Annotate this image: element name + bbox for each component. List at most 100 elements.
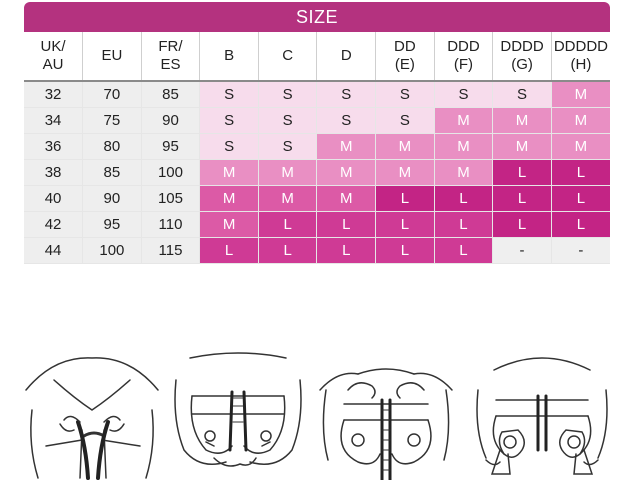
column-header-line: FR/ (158, 38, 183, 55)
size-chart: SIZE UK/AU EU FR/ES B C D DD (E) DDD (F) DDDD (G) DD… (24, 2, 610, 264)
size-title: SIZE (24, 2, 610, 32)
band-size-cell: 105 (141, 185, 201, 212)
band-size-cell: 38 (24, 159, 84, 186)
table-row: 38 85 100 M M M M M L L (24, 159, 610, 186)
size-cell: M (434, 133, 494, 160)
band-size-cell: 44 (24, 237, 84, 264)
band-size-cell: 100 (82, 237, 142, 264)
size-cell: L (375, 211, 435, 238)
column-header-line: DDDDD (553, 38, 608, 55)
size-cell: M (316, 159, 377, 186)
table-row: 34 75 90 S S S S M M M (24, 107, 610, 134)
band-size-cell: 115 (141, 237, 201, 264)
table-body: 32 70 85 S S S S S S M 34 75 90 S S S S M M M 36 80 95 S S M M M M M 3… (24, 81, 610, 264)
column-header-line: EU (101, 47, 123, 64)
table-row: 36 80 95 S S M M M M M (24, 133, 610, 160)
size-cell: L (551, 185, 610, 212)
column-header-line: DD (394, 38, 416, 55)
size-cell: S (375, 81, 435, 108)
size-cell: L (551, 159, 610, 186)
size-cell: M (258, 185, 318, 212)
band-size-cell: 36 (24, 133, 84, 160)
size-cell: M (434, 107, 494, 134)
size-cell: S (258, 107, 318, 134)
column-header-line: ES (160, 56, 181, 73)
band-size-cell: 95 (82, 211, 142, 238)
table-row: 42 95 110 M L L L L L L (24, 211, 610, 238)
size-cell: M (199, 211, 259, 238)
header-row: UK/AU EU FR/ES B C D DD (E) DDD (F) DDDD (G) DDDDD (H… (24, 32, 610, 82)
column-header-line: (G) (511, 56, 533, 73)
size-cell: L (375, 185, 435, 212)
size-table: UK/AU EU FR/ES B C D DD (E) DDD (F) DDDD (G) DDDDD (H… (24, 32, 610, 264)
column-header: DDDD (G) (492, 32, 552, 82)
bra-step-2-zip-icon (170, 350, 306, 480)
band-size-cell: 42 (24, 211, 84, 238)
size-cell: S (199, 107, 259, 134)
column-header-line: D (340, 47, 352, 64)
bra-step-1-fasten-icon (24, 350, 160, 480)
band-size-cell: 110 (141, 211, 201, 238)
column-header: DDDDD (H) (551, 32, 610, 82)
column-header-line: DDDD (500, 38, 544, 55)
size-cell: L (434, 185, 494, 212)
size-cell: M (316, 185, 377, 212)
column-header-line: DDD (447, 38, 480, 55)
size-cell: L (492, 185, 552, 212)
band-size-cell: 95 (141, 133, 201, 160)
column-header: EU (82, 32, 142, 82)
size-cell: L (434, 211, 494, 238)
column-header: C (258, 32, 318, 82)
size-cell: L (258, 237, 318, 264)
column-header: DDD (F) (434, 32, 494, 82)
column-header: FR/ES (141, 32, 201, 82)
column-header-line: (E) (394, 56, 415, 73)
size-cell: M (375, 159, 435, 186)
size-cell: L (375, 237, 435, 264)
table-row: 40 90 105 M M M L L L L (24, 185, 610, 212)
column-header-line: B (224, 47, 235, 64)
band-size-cell: 40 (24, 185, 84, 212)
size-cell: M (258, 159, 318, 186)
size-cell: L (434, 237, 494, 264)
band-size-cell: 70 (82, 81, 142, 108)
size-cell: S (316, 107, 377, 134)
size-cell: M (434, 159, 494, 186)
size-cell: - (551, 237, 610, 264)
size-cell: S (199, 81, 259, 108)
size-cell: L (258, 211, 318, 238)
table-row: 32 70 85 S S S S S S M (24, 81, 610, 108)
size-cell: L (316, 237, 377, 264)
size-cell: M (551, 107, 610, 134)
size-cell: M (551, 133, 610, 160)
column-header-line: (H) (570, 56, 592, 73)
size-cell: M (375, 133, 435, 160)
size-cell: M (492, 107, 552, 134)
band-size-cell: 80 (82, 133, 142, 160)
band-size-cell: 85 (141, 81, 201, 108)
bra-step-4-pump-icon (474, 350, 610, 480)
size-cell: S (199, 133, 259, 160)
size-cell: S (434, 81, 494, 108)
band-size-cell: 90 (141, 107, 201, 134)
column-header-line: UK/ (40, 38, 66, 55)
size-cell: L (492, 159, 552, 186)
bra-step-3-adjust-icon (318, 350, 454, 482)
size-cell: M (199, 185, 259, 212)
size-cell: L (551, 211, 610, 238)
column-header-line: AU (42, 56, 64, 73)
band-size-cell: 90 (82, 185, 142, 212)
size-cell: M (492, 133, 552, 160)
column-header-line: (F) (453, 56, 474, 73)
band-size-cell: 85 (82, 159, 142, 186)
size-cell: M (551, 81, 610, 108)
size-cell: L (492, 211, 552, 238)
size-cell: - (492, 237, 552, 264)
column-header: UK/AU (24, 32, 84, 82)
size-cell: M (316, 133, 377, 160)
size-cell: M (199, 159, 259, 186)
size-cell: S (258, 133, 318, 160)
size-cell: S (258, 81, 318, 108)
size-cell: S (316, 81, 377, 108)
column-header: D (316, 32, 377, 82)
